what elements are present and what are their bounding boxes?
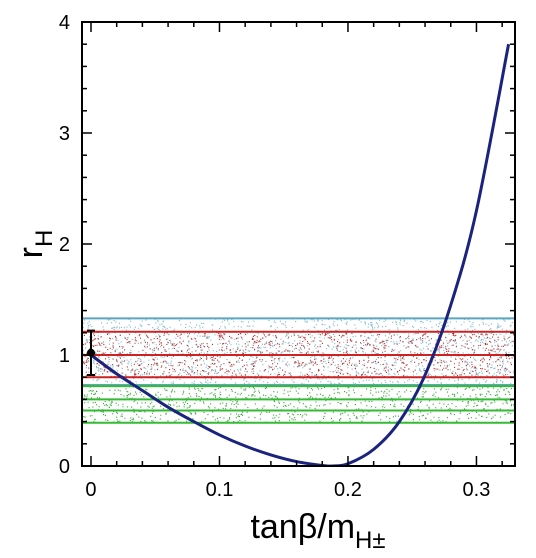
x-axis-title: tanβ/mH± — [250, 508, 385, 554]
y-tick-label: 4 — [59, 12, 70, 34]
ticks-layer: 0 0.1 0.2 0.3 0 1 2 3 4 — [59, 12, 515, 501]
y-tick-label: 3 — [59, 123, 70, 145]
y-tick-label: 1 — [59, 345, 70, 367]
x-tick-label: 0.3 — [463, 479, 491, 501]
x-tick-label: 0 — [85, 479, 96, 501]
band-1-stipple — [82, 318, 515, 386]
band-3 — [82, 385, 515, 424]
marker-layer — [86, 329, 95, 376]
band-1 — [82, 317, 515, 386]
band-3-stipple — [82, 386, 515, 424]
bands-layer — [82, 317, 515, 424]
y-tick-label: 2 — [59, 234, 70, 256]
x-tick-label: 0.2 — [334, 479, 362, 501]
y-axis-title: rH — [12, 230, 58, 259]
y-tick-label: 0 — [59, 456, 70, 478]
x-tick-label: 0.1 — [206, 479, 234, 501]
